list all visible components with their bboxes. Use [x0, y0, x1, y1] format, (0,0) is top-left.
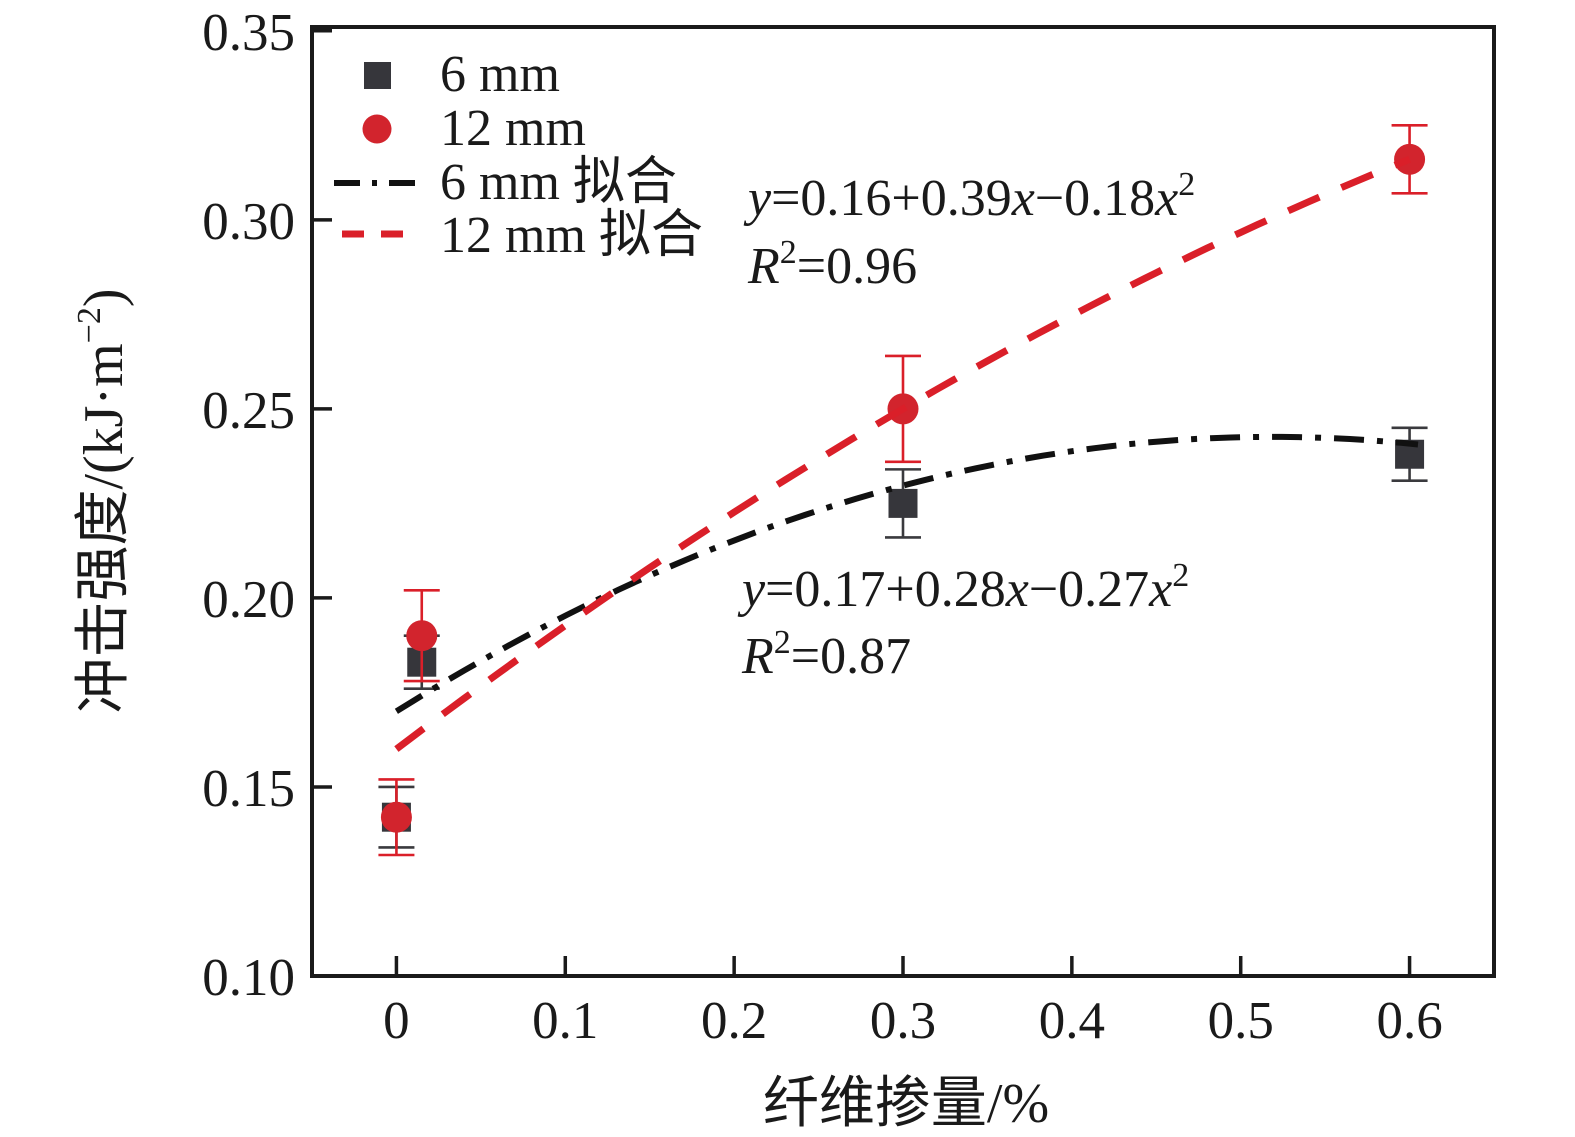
equation-12mm: y=0.16+0.39x−0.18x2	[743, 166, 1195, 227]
r-squared-12mm: R2=0.96	[747, 234, 917, 295]
x-tick-label: 0.6	[1376, 992, 1442, 1050]
axis-ticks: 0 0.1 0.2 0.3 0.4 0.5 0.6 0.35 0.30 0.25 0.20 0.15 0…	[202, 4, 1442, 1050]
legend-marker-6mm-square	[364, 62, 391, 89]
equation-6mm: y=0.17+0.28x−0.27x2	[737, 557, 1189, 618]
y-tick-label: 0.15	[202, 760, 295, 818]
data-point-12mm	[380, 801, 412, 833]
x-tick-label: 0.1	[532, 992, 598, 1050]
y-axis-title-sup: −2	[71, 307, 108, 343]
x-tick-label: 0.5	[1208, 992, 1274, 1050]
annotation-12mm-fit: y=0.16+0.39x−0.18x2 R2=0.96	[743, 166, 1195, 295]
x-axis-title: 纤维掺量/%	[763, 1073, 1049, 1135]
y-tick-label: 0.25	[202, 382, 295, 440]
y-tick-label: 0.20	[202, 571, 295, 629]
x-tick-label: 0.3	[870, 992, 936, 1050]
y-axis-title: 冲击强度/(kJ·m−2)	[71, 288, 135, 713]
data-point-12mm	[406, 620, 438, 652]
annotation-6mm-fit: y=0.17+0.28x−0.27x2 R2=0.87	[737, 557, 1189, 685]
fit-curves	[394, 156, 1419, 752]
y-axis-title-close: )	[73, 288, 135, 307]
x-tick-label: 0.4	[1039, 992, 1105, 1050]
data-point-6mm	[888, 488, 918, 518]
x-tick-label: 0	[383, 992, 410, 1050]
legend-label-6mm-fit: 6 mm 拟合	[440, 154, 677, 211]
fit-curve-6mm	[394, 433, 1419, 714]
y-tick-label: 0.30	[202, 193, 295, 251]
r-squared-6mm: R2=0.87	[741, 624, 911, 685]
data-series	[378, 124, 1428, 857]
legend-label-12mm: 12 mm	[440, 100, 586, 157]
legend-label-12mm-fit: 12 mm 拟合	[440, 207, 703, 264]
legend: 6 mm 12 mm 6 mm 拟合 12 mm 拟合	[334, 46, 703, 264]
y-tick-label: 0.10	[202, 949, 295, 1007]
legend-label-6mm: 6 mm	[440, 46, 560, 103]
x-tick-label: 0.2	[701, 992, 767, 1050]
y-tick-label: 0.35	[202, 4, 295, 62]
legend-marker-12mm-circle	[362, 114, 392, 144]
fit-curve-12mm	[394, 156, 1411, 752]
y-axis-title-main: 冲击强度/(kJ·m	[73, 343, 135, 713]
